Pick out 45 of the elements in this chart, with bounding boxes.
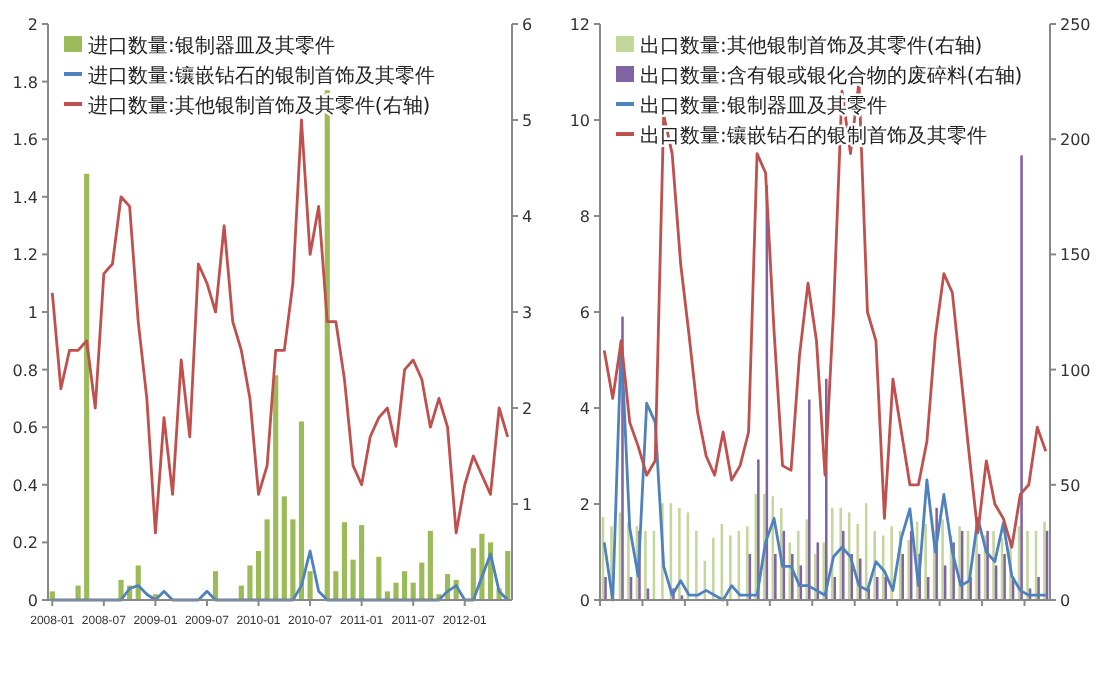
bar — [341, 522, 348, 600]
bar — [273, 375, 279, 600]
legend-label: 进口数量:银制器皿及其零件 — [88, 34, 335, 58]
y2-tick-label: 4 — [522, 208, 533, 226]
y2-tick-label: 0 — [1060, 592, 1071, 610]
y-tick-label: 0.8 — [12, 361, 38, 380]
y2-tick-label: 100 — [1060, 361, 1091, 380]
bar — [255, 551, 262, 600]
y-tick-label: 2 — [27, 16, 38, 34]
y2-tick-label: 250 — [1060, 16, 1091, 34]
y-tick-label: 0.4 — [12, 476, 38, 495]
line-series — [50, 118, 510, 535]
y2-tick-label: 2 — [522, 400, 533, 418]
y2-tick-label: 5 — [522, 112, 533, 130]
legend-label: 进口数量:镶嵌钻石的银制首饰及其零件 — [88, 64, 435, 88]
y2-tick-label: 3 — [522, 304, 533, 322]
y-tick-label: 2 — [579, 496, 590, 514]
bar — [419, 562, 425, 600]
y-tick-label: 1 — [27, 304, 38, 322]
y2-tick-label: 200 — [1060, 131, 1091, 150]
y-tick-label: 8 — [579, 208, 590, 226]
legend-label: 出口数量:其他银制首饰及其零件(右轴) — [640, 34, 983, 58]
bar — [281, 496, 287, 600]
y2-tick-label: 50 — [1060, 476, 1081, 495]
y-tick-label: 1.2 — [12, 246, 38, 265]
y-tick-label: 1.8 — [12, 73, 38, 92]
y-tick-label: 0.6 — [12, 419, 38, 438]
bar — [118, 579, 124, 600]
bar — [505, 551, 511, 600]
y-tick-label: 1.4 — [12, 188, 38, 207]
y2-tick-label: 6 — [522, 16, 533, 34]
bar — [298, 421, 305, 600]
bar — [212, 571, 219, 600]
legend-label: 出口数量:含有银或银化合物的废碎料(右轴) — [640, 64, 1023, 88]
y-tick-label: 0.2 — [12, 534, 38, 553]
y-tick-label: 4 — [579, 400, 590, 418]
y2-tick-label: 150 — [1060, 246, 1091, 265]
y-tick-label: 0 — [579, 592, 590, 610]
y-tick-label: 1.6 — [12, 131, 38, 150]
y-tick-label: 6 — [579, 304, 590, 322]
y-tick-label: 0 — [27, 592, 38, 610]
y-tick-label: 10 — [569, 112, 590, 130]
bar — [376, 556, 382, 600]
y-tick-label: 12 — [569, 16, 590, 34]
y2-tick-label: 1 — [522, 496, 533, 514]
